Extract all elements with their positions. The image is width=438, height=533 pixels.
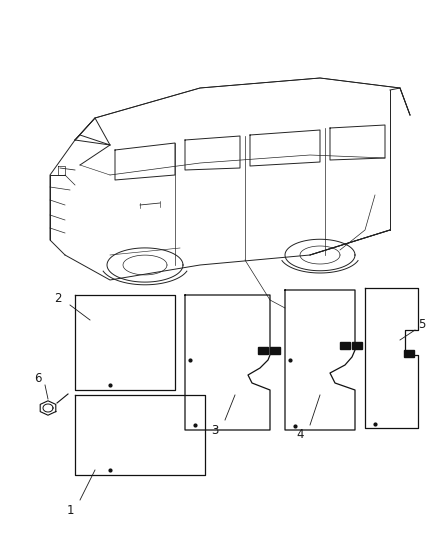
Text: 1: 1: [66, 504, 74, 516]
Bar: [352, 342, 362, 349]
Bar: [270, 347, 280, 354]
Bar: [258, 347, 268, 354]
Text: 5: 5: [418, 319, 426, 332]
Text: 2: 2: [54, 292, 62, 304]
Text: 4: 4: [296, 429, 304, 441]
Bar: [340, 342, 350, 349]
Text: 6: 6: [34, 372, 42, 384]
Text: 3: 3: [211, 424, 219, 437]
Bar: [404, 350, 414, 357]
